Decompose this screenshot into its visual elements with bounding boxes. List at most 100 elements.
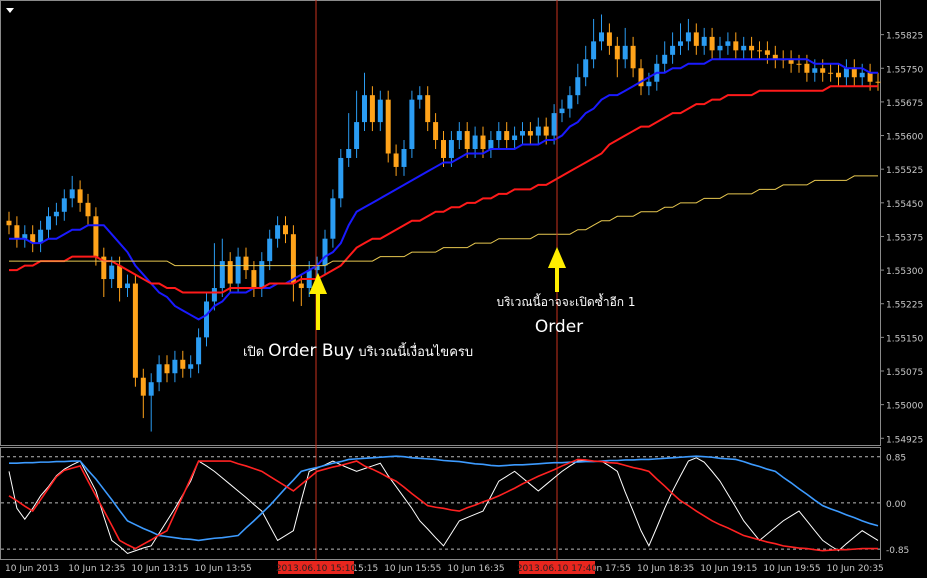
main-frame <box>0 0 881 446</box>
candle-body <box>448 140 454 158</box>
candle-body <box>401 149 407 167</box>
candle-body <box>733 41 739 51</box>
candle-body <box>441 140 446 158</box>
candle-body <box>709 36 715 51</box>
candle-body <box>472 135 478 149</box>
candle-body <box>599 32 604 42</box>
candle-body <box>93 216 99 257</box>
candle-body <box>46 216 51 230</box>
x-tick-label: 10 Jun 19:55 <box>763 564 820 574</box>
candle-body <box>575 77 581 96</box>
candle-body <box>330 198 336 239</box>
candle-body <box>385 99 391 154</box>
x-tick-label: 10 Jun 15:55 <box>384 564 441 574</box>
annotations: เปิด Order Buy บริเวณนี้เงื่อนไขครบ บริเวณ… <box>243 246 636 361</box>
y-tick-label: 1.54925 <box>886 435 923 445</box>
candle-body <box>417 95 423 100</box>
candle-body <box>196 337 202 365</box>
x-tick-label: 10 Jun 19:15 <box>700 564 757 574</box>
y-tick-label: 1.55225 <box>886 301 923 311</box>
y-tick-label: 1.55300 <box>886 267 923 277</box>
candle-body <box>227 261 233 284</box>
candle-body <box>140 377 146 396</box>
candle-body <box>504 131 510 141</box>
y-tick-label: 1.55825 <box>886 32 923 42</box>
candle-body <box>622 45 628 60</box>
x-tick-label: 10 Jun 13:15 <box>131 564 188 574</box>
candle-body <box>512 135 518 141</box>
candle-body <box>125 283 130 289</box>
candle-body <box>61 198 67 212</box>
candle-body <box>354 122 360 149</box>
candle-body <box>527 131 533 136</box>
annotation: เปิด Order Buy บริเวณนี้เงื่อนไขครบ <box>243 341 473 361</box>
x-tick-label: 10 Jun 12:35 <box>68 564 125 574</box>
candle-body <box>180 359 186 369</box>
candle-body <box>251 270 257 289</box>
candle-body <box>164 364 170 374</box>
candle-body <box>646 81 652 87</box>
candle-body <box>362 95 367 123</box>
candle-body <box>757 50 762 52</box>
annotation-run: เปิด <box>243 345 264 360</box>
x-tick-label: 10 Jun 17:55 <box>574 564 631 574</box>
candle-body <box>298 283 304 289</box>
candle-body <box>290 234 296 284</box>
candle-body <box>369 95 375 123</box>
y-tick-label: 0.00 <box>886 500 906 510</box>
menu-triangle[interactable] <box>6 8 14 13</box>
marker-box <box>278 561 354 574</box>
candle-body <box>788 59 794 64</box>
candle-body <box>551 113 557 136</box>
candle-body <box>480 135 486 149</box>
candle-body <box>670 45 676 55</box>
candle-body <box>464 131 470 149</box>
oscillator-line <box>8 457 879 555</box>
candle-body <box>322 238 328 266</box>
y-tick-label: 0.85 <box>886 454 906 464</box>
candle-body <box>496 131 502 141</box>
candle-body <box>488 140 494 149</box>
candle-body <box>685 32 691 42</box>
candle-body <box>456 131 462 141</box>
candle-body <box>314 265 320 271</box>
candle-body <box>836 72 841 78</box>
candle-body <box>559 108 565 114</box>
candle-body <box>843 68 849 78</box>
candle-body <box>38 229 44 244</box>
candle-body <box>409 99 415 149</box>
moving-average <box>9 58 878 321</box>
candle-body <box>693 32 699 46</box>
candle-body <box>867 72 873 82</box>
candle-body <box>101 256 107 280</box>
annotation-run: บริเวณนี้เงื่อนไขครบ <box>358 342 473 360</box>
arrow <box>547 246 567 292</box>
x-tick-label: 10 Jun 16:35 <box>447 564 504 574</box>
candle-body <box>22 234 28 239</box>
arrow <box>308 272 328 330</box>
candle-body <box>259 261 265 289</box>
candle-body <box>433 122 439 141</box>
candle-body <box>812 68 818 73</box>
candle-body <box>346 149 352 158</box>
candle-body <box>875 81 881 83</box>
y-tick-label: 1.55750 <box>886 65 923 75</box>
candle-body <box>764 50 770 55</box>
y-tick-label: 1.55000 <box>886 402 923 412</box>
moving-average <box>9 175 878 267</box>
candle-body <box>117 265 123 289</box>
candle-body <box>219 261 225 289</box>
candle-body <box>188 364 194 369</box>
marker-box <box>519 561 595 574</box>
candle-body <box>275 225 281 239</box>
annotation-run: Order Buy <box>268 341 354 361</box>
annotation: บริเวณนี้อาจจะเปิดซ้ำอีก 1 <box>496 293 635 309</box>
candle-body <box>283 225 288 235</box>
candle-body <box>520 131 525 136</box>
candle-body <box>53 211 59 217</box>
candle-body <box>243 256 249 271</box>
candle-body <box>156 364 162 383</box>
candle-body <box>567 95 573 109</box>
